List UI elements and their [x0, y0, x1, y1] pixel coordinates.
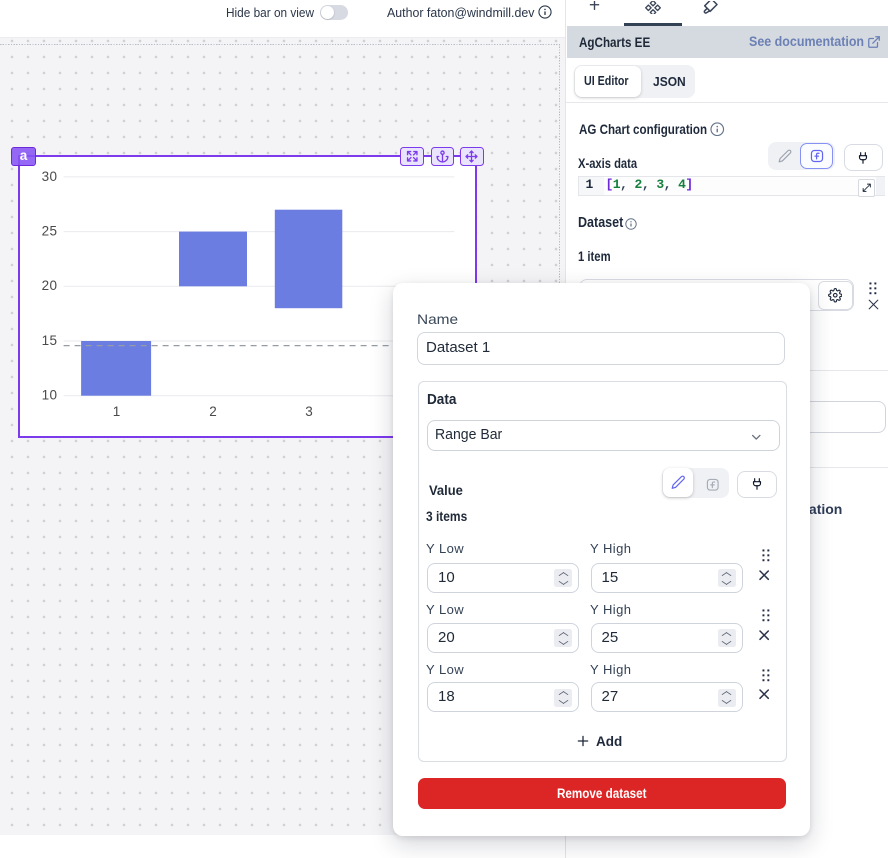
- svg-text:10: 10: [42, 388, 58, 403]
- svg-text:1: 1: [113, 404, 121, 419]
- svg-text:25: 25: [42, 224, 58, 239]
- svg-text:20: 20: [42, 278, 58, 293]
- svg-text:15: 15: [42, 333, 58, 348]
- svg-text:30: 30: [42, 169, 58, 184]
- svg-text:2: 2: [209, 404, 217, 419]
- svg-text:3: 3: [305, 404, 313, 419]
